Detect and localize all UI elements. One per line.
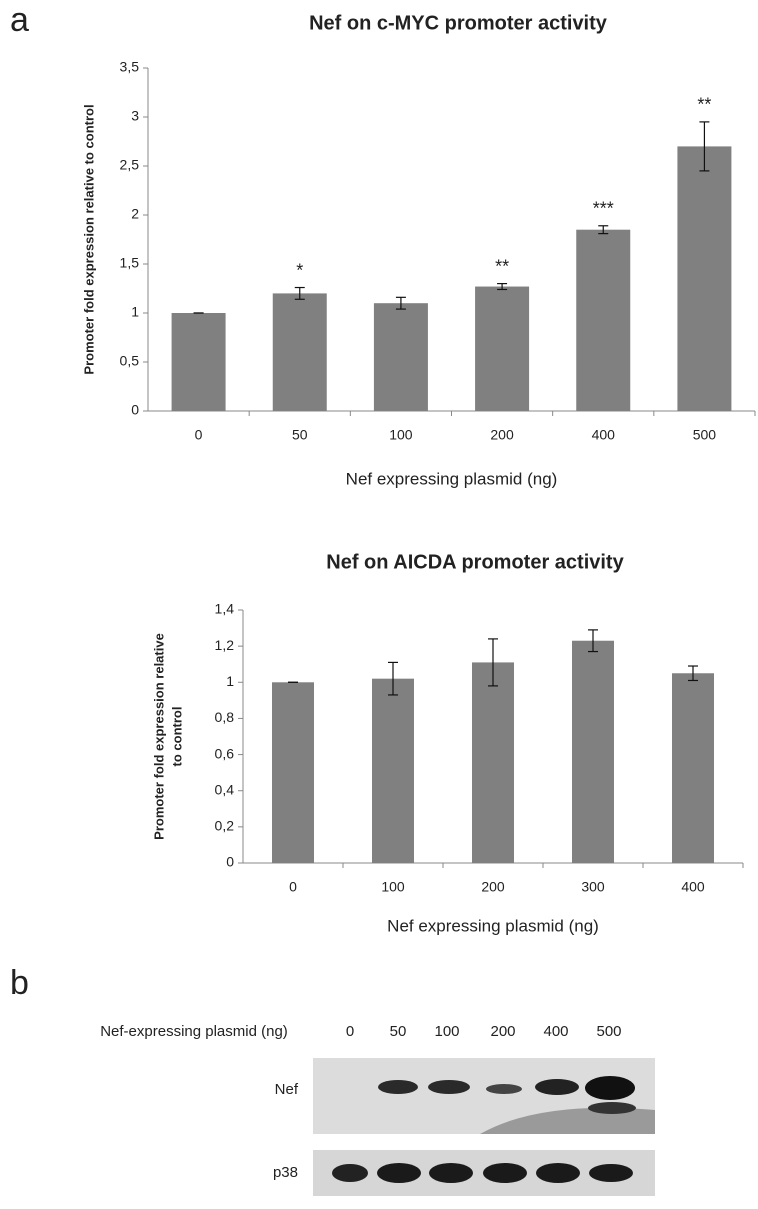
x-tick-label: 400 [681,879,705,895]
x-tick-label: 400 [592,427,616,443]
y-tick-label: 1,2 [215,637,235,653]
y-tick-label: 3 [131,108,139,124]
bar [672,673,714,863]
bar [172,313,226,411]
chart-title: Nef on c-MYC promoter activity [309,12,608,34]
row-label: Nef [275,1081,299,1098]
y-axis-label: Promoter fold expression relative to con… [81,104,96,374]
y-tick-label: 0,2 [215,818,235,834]
y-tick-label: 1 [131,304,139,320]
bar [472,662,514,863]
y-tick-label: 0,8 [215,709,235,725]
y-tick-label: 0,5 [120,353,140,369]
lane-label: 0 [346,1023,354,1040]
bar [576,230,630,411]
bar [372,679,414,863]
bar [572,641,614,863]
x-tick-label: 500 [693,427,717,443]
panel-label: b [10,964,29,1002]
chart-title: Nef on AICDA promoter activity [326,551,624,573]
x-tick-label: 200 [481,879,505,895]
x-axis-label: Nef expressing plasmid (ng) [346,469,558,488]
y-tick-label: 1 [226,673,234,689]
y-tick-label: 0,4 [215,781,235,797]
x-tick-label: 100 [381,879,405,895]
y-tick-label: 2,5 [120,157,140,173]
x-tick-label: 200 [490,427,514,443]
lane-label: 400 [543,1023,568,1040]
significance: * [296,260,303,280]
y-tick-label: 0,6 [215,745,235,761]
x-tick-label: 100 [389,427,413,443]
figure: a b Nef-expressing plasmid (ng) 0 50 100… [0,0,758,1209]
y-tick-label: 3,5 [120,59,140,75]
x-tick-label: 0 [195,427,203,443]
blot-nef [313,1058,655,1134]
lane-label: 500 [596,1023,621,1040]
y-axis-label: to control [169,707,184,767]
y-tick-label: 0 [131,402,139,418]
bar [272,682,314,863]
lane-label: 200 [490,1023,515,1040]
bar [475,287,529,411]
panel-label: a [10,1,29,39]
x-axis-label: Nef expressing plasmid (ng) [387,916,599,935]
x-tick-label: 0 [289,879,297,895]
significance: ** [495,256,509,276]
y-tick-label: 2 [131,206,139,222]
y-tick-label: 1,4 [215,601,235,617]
x-tick-label: 50 [292,427,308,443]
lane-label: 100 [434,1023,459,1040]
bar [273,293,327,411]
blot-p38 [313,1150,655,1196]
row-label: p38 [273,1164,298,1181]
y-tick-label: 0 [226,854,234,870]
bar [677,146,731,411]
y-axis-label: Promoter fold expression relative [151,633,166,840]
lane-label: 50 [390,1023,407,1040]
blot-xlabel: Nef-expressing plasmid (ng) [100,1023,288,1040]
bar [374,303,428,411]
x-tick-label: 300 [581,879,605,895]
significance: ** [697,95,711,115]
y-tick-label: 1,5 [120,255,140,271]
significance: *** [593,199,614,219]
